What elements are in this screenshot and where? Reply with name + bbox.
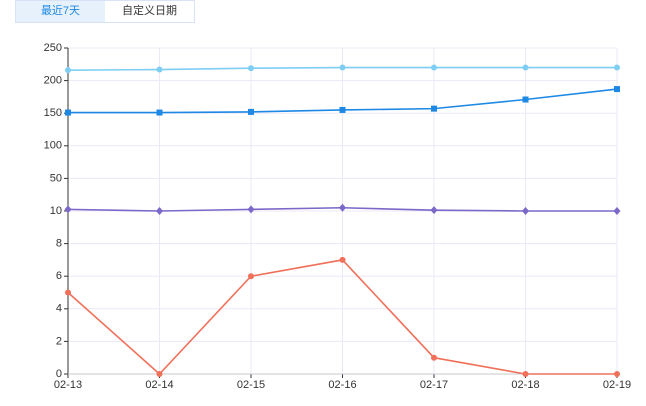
x-tick-label: 02-15 bbox=[237, 379, 265, 391]
x-tick-label: 02-16 bbox=[328, 379, 356, 391]
marker bbox=[614, 64, 620, 71]
x-tick-label: 02-13 bbox=[54, 379, 82, 391]
y-tick-label: 4 bbox=[56, 303, 62, 315]
y-tick-label: 2 bbox=[56, 335, 62, 347]
x-tick-label: 02-17 bbox=[420, 379, 448, 391]
marker bbox=[65, 109, 71, 116]
marker bbox=[156, 66, 163, 73]
marker bbox=[248, 108, 254, 115]
x-tick-label: 02-14 bbox=[145, 379, 173, 391]
marker bbox=[431, 354, 437, 361]
marker bbox=[247, 205, 255, 214]
marker bbox=[248, 273, 254, 280]
y-tick-label: 6 bbox=[56, 270, 62, 282]
marker bbox=[339, 64, 346, 71]
date-tabs: 最近7天 自定义日期 bbox=[15, 0, 195, 23]
marker bbox=[65, 289, 71, 296]
marker bbox=[430, 206, 438, 215]
y-tick-label: 10 bbox=[50, 205, 62, 217]
marker bbox=[431, 105, 437, 112]
marker bbox=[522, 207, 529, 215]
marker bbox=[64, 205, 72, 214]
x-tick-label: 02-18 bbox=[511, 379, 539, 391]
y-tick-label: 100 bbox=[44, 140, 62, 152]
marker bbox=[156, 109, 163, 116]
marker bbox=[248, 65, 254, 72]
marker bbox=[65, 67, 71, 74]
y-tick-label: 50 bbox=[50, 172, 62, 184]
y-tick-label: 150 bbox=[44, 107, 62, 119]
y-tick-label: 200 bbox=[44, 75, 62, 87]
y-tick-label: 8 bbox=[56, 238, 62, 250]
y-tick-label: 0 bbox=[56, 368, 62, 380]
tab[interactable]: 自定义日期 bbox=[122, 5, 177, 17]
marker bbox=[156, 371, 163, 377]
marker bbox=[614, 86, 620, 93]
marker bbox=[339, 203, 346, 212]
tab[interactable]: 最近7天 bbox=[16, 1, 105, 22]
marker bbox=[431, 64, 437, 71]
marker bbox=[339, 106, 346, 113]
x-tick-label: 02-19 bbox=[603, 379, 631, 391]
marker bbox=[522, 64, 529, 71]
marker bbox=[156, 207, 163, 215]
marker bbox=[522, 96, 529, 103]
marker bbox=[339, 256, 346, 263]
y-tick-label: 250 bbox=[44, 42, 62, 54]
marker bbox=[614, 371, 620, 377]
marker bbox=[522, 371, 529, 377]
marker bbox=[613, 207, 621, 215]
